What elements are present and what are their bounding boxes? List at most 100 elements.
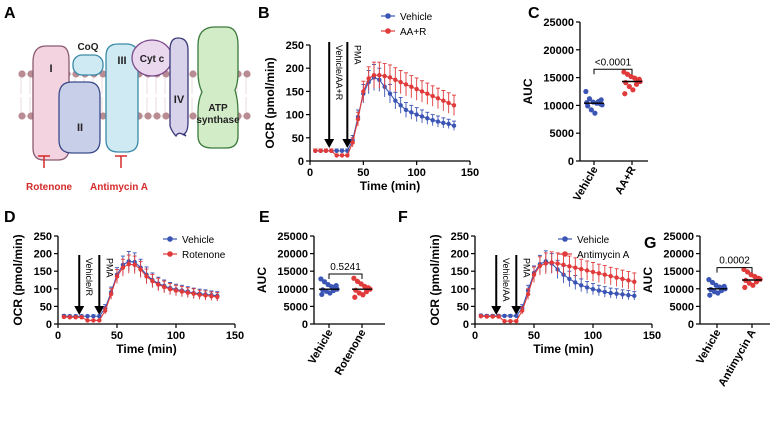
legend-marker xyxy=(562,236,568,242)
panel-g-auc-dot-plot: G 0 5000 10000 15000 20000 25000 AUC VehicleAnti… xyxy=(641,231,770,389)
data-point xyxy=(496,314,501,319)
rotenone-label: Rotenone xyxy=(26,182,73,193)
data-point xyxy=(85,314,90,319)
y-tick-label: 5000 xyxy=(284,301,308,313)
panel-letter-a: A xyxy=(4,5,16,22)
data-point xyxy=(614,291,619,296)
complex-iii-shape xyxy=(105,43,139,153)
panel-f-ocr-line-chart: F 0 50 100 150 200 250 0 50 100 150 Time (min) OCR (… xyxy=(398,209,661,356)
data-point xyxy=(608,290,613,296)
data-point xyxy=(209,293,214,299)
data-point xyxy=(85,318,90,323)
data-point xyxy=(579,283,584,288)
dot-point xyxy=(598,97,604,103)
significance-bracket xyxy=(328,273,363,280)
panel-letter: E xyxy=(259,209,270,226)
data-point xyxy=(490,314,495,319)
dot-point xyxy=(352,294,358,300)
y-tick-label: 100 xyxy=(34,284,52,296)
panel-e-auc-dot-plot: E 0 5000 10000 15000 20000 25000 AUC VehicleRote… xyxy=(255,209,385,377)
data-point xyxy=(531,272,537,277)
data-point xyxy=(173,288,179,293)
y-tick-label: 25000 xyxy=(543,17,574,29)
dot-point xyxy=(709,279,716,286)
p-value-label: 0.0002 xyxy=(719,256,750,267)
legend-label: Vehicle xyxy=(182,235,215,246)
membrane-lipid-head xyxy=(153,112,161,120)
dot-point xyxy=(715,290,721,296)
membrane-lipid-head xyxy=(189,112,197,120)
data-point xyxy=(441,98,446,103)
membrane-lipid-head xyxy=(144,112,152,120)
legend-marker xyxy=(167,251,173,257)
atp-synthase-shape xyxy=(197,26,239,149)
data-point xyxy=(425,91,430,96)
data-point xyxy=(97,314,102,319)
y-axis-label: OCR (pmol/min) xyxy=(428,234,442,325)
significance-bracket xyxy=(716,267,753,273)
data-point xyxy=(91,314,96,319)
data-point xyxy=(478,314,484,319)
injection-label: Vehicle/AA+R xyxy=(334,45,344,101)
injection-label: PMA xyxy=(521,258,531,278)
data-point xyxy=(371,72,377,78)
data-point xyxy=(403,107,409,113)
data-point xyxy=(590,286,596,292)
data-point xyxy=(579,266,584,272)
dot-point xyxy=(583,88,589,95)
y-tick-label: 25000 xyxy=(663,231,694,243)
dot-point xyxy=(360,292,366,298)
data-point xyxy=(543,261,548,266)
y-tick-label: 0 xyxy=(568,156,574,168)
membrane-lipid-head xyxy=(189,70,197,78)
dot-point xyxy=(742,284,748,290)
dot-point xyxy=(588,107,594,113)
data-point xyxy=(430,93,435,99)
x-tick-label: 0 xyxy=(472,330,478,342)
legend-marker xyxy=(385,28,391,34)
dot-point xyxy=(626,83,632,90)
dot-point xyxy=(707,292,713,298)
y-axis-label: AUC xyxy=(641,267,655,293)
y-tick-label: 50 xyxy=(292,133,304,145)
complex-iv-shape xyxy=(169,37,189,138)
data-point xyxy=(425,116,430,121)
complex-ii-shape xyxy=(58,81,101,154)
dot-point xyxy=(586,96,593,102)
data-point xyxy=(120,265,126,270)
data-point xyxy=(156,282,161,287)
data-point xyxy=(97,318,102,323)
data-point xyxy=(602,272,607,277)
y-tick-label: 15000 xyxy=(543,73,574,85)
data-point xyxy=(103,308,108,313)
data-point xyxy=(514,318,519,324)
dot-point xyxy=(321,279,328,285)
x-axis-label: Time (min) xyxy=(116,342,176,356)
data-point xyxy=(632,279,637,284)
membrane-lipid-head xyxy=(18,70,26,78)
data-point xyxy=(520,308,525,313)
y-tick-label: 0 xyxy=(298,156,304,168)
x-tick-label: 50 xyxy=(111,330,123,342)
legend-label: Vehicle xyxy=(400,12,433,23)
injection-label: Vehicle/R xyxy=(84,258,94,297)
dot-point xyxy=(623,80,629,86)
data-point xyxy=(414,112,419,117)
legend-marker xyxy=(167,236,173,242)
panel-letter: G xyxy=(644,235,656,252)
y-tick-label: 200 xyxy=(34,249,52,261)
data-point xyxy=(67,315,73,320)
dot-point xyxy=(706,277,712,283)
data-point xyxy=(150,278,155,284)
data-point xyxy=(323,148,329,153)
data-point xyxy=(584,285,590,290)
panel-letter: C xyxy=(528,5,540,22)
panel-letter: D xyxy=(4,209,16,226)
dot-point xyxy=(351,275,357,281)
data-point xyxy=(596,288,602,293)
x-tick-label: 0 xyxy=(55,330,61,342)
data-point xyxy=(334,148,339,153)
legend-marker xyxy=(385,13,391,19)
dot-point xyxy=(318,276,324,282)
y-tick-label: 150 xyxy=(451,266,469,278)
